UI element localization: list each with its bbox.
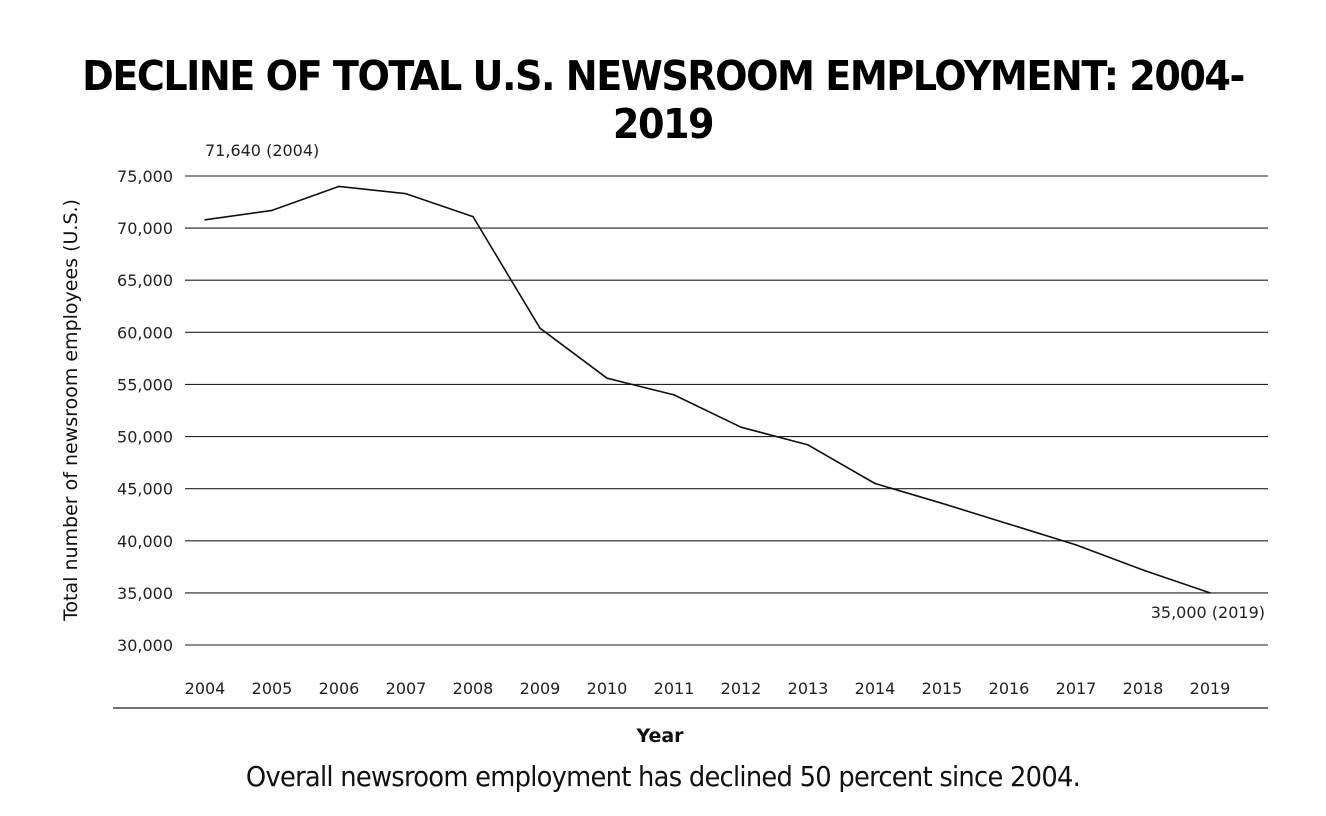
- data-point: [1075, 544, 1077, 546]
- x-tick-label: 2011: [654, 679, 695, 698]
- y-tick-label: 40,000: [117, 532, 173, 551]
- data-point: [204, 218, 206, 221]
- x-tick-label: 2005: [252, 679, 293, 698]
- x-tick-label: 2018: [1123, 679, 1164, 698]
- y-axis-label: Total number of newsroom employees (U.S.…: [60, 199, 82, 622]
- x-tick-label: 2009: [520, 679, 561, 698]
- x-axis-ticks: 2004 2005 2006 2007 2008 2009 2010 2011 2012 2013…: [185, 679, 1231, 698]
- x-tick-label: 2004: [185, 679, 226, 698]
- x-tick-label: 2012: [721, 679, 762, 698]
- x-tick-label: 2014: [855, 679, 896, 698]
- y-tick-label: 50,000: [117, 428, 173, 447]
- x-tick-label: 2016: [989, 679, 1030, 698]
- x-tick-label: 2019: [1190, 679, 1231, 698]
- data-point: [941, 502, 943, 505]
- chart-caption: Overall newsroom employment has declined…: [245, 760, 1081, 793]
- x-tick-label: 2010: [587, 679, 628, 698]
- chart-title: DECLINE OF TOTAL U.S. NEWSROOM EMPLOYMEN…: [82, 52, 1245, 148]
- y-tick-label: 70,000: [117, 219, 173, 238]
- x-tick-label: 2006: [319, 679, 360, 698]
- x-tick-label: 2013: [788, 679, 829, 698]
- y-tick-label: 55,000: [117, 375, 173, 394]
- data-point: [1008, 523, 1010, 525]
- series-line: [204, 185, 1211, 594]
- data-point: [1209, 592, 1211, 594]
- y-tick-label: 30,000: [117, 636, 173, 655]
- data-point: [539, 327, 541, 329]
- data-point: [606, 377, 608, 379]
- line-chart: 75,000 70,000 65,000 60,000 55,000 50,000 45,0…: [60, 141, 1268, 747]
- y-tick-label: 35,000: [117, 584, 173, 603]
- x-tick-label: 2008: [453, 679, 494, 698]
- data-point: [1142, 569, 1144, 571]
- data-point: [472, 215, 474, 218]
- annotation-end: 35,000 (2019): [1151, 603, 1265, 622]
- x-tick-label: 2015: [922, 679, 963, 698]
- x-tick-label: 2017: [1056, 679, 1097, 698]
- data-point: [740, 426, 742, 428]
- x-axis-label: Year: [635, 725, 684, 747]
- data-point: [271, 209, 273, 212]
- data-point: [405, 192, 407, 195]
- data-point: [338, 185, 340, 188]
- gridlines: [185, 175, 1268, 646]
- y-tick-label: 75,000: [117, 167, 173, 186]
- data-point: [874, 482, 876, 485]
- y-tick-label: 60,000: [117, 323, 173, 342]
- series-group: [204, 185, 1211, 594]
- x-tick-label: 2007: [386, 679, 427, 698]
- annotation-start: 71,640 (2004): [205, 141, 319, 160]
- y-axis-ticks: 75,000 70,000 65,000 60,000 55,000 50,000 45,0…: [117, 167, 173, 655]
- data-point: [807, 444, 809, 446]
- y-tick-label: 45,000: [117, 480, 173, 499]
- y-tick-label: 65,000: [117, 271, 173, 290]
- data-point: [673, 394, 675, 396]
